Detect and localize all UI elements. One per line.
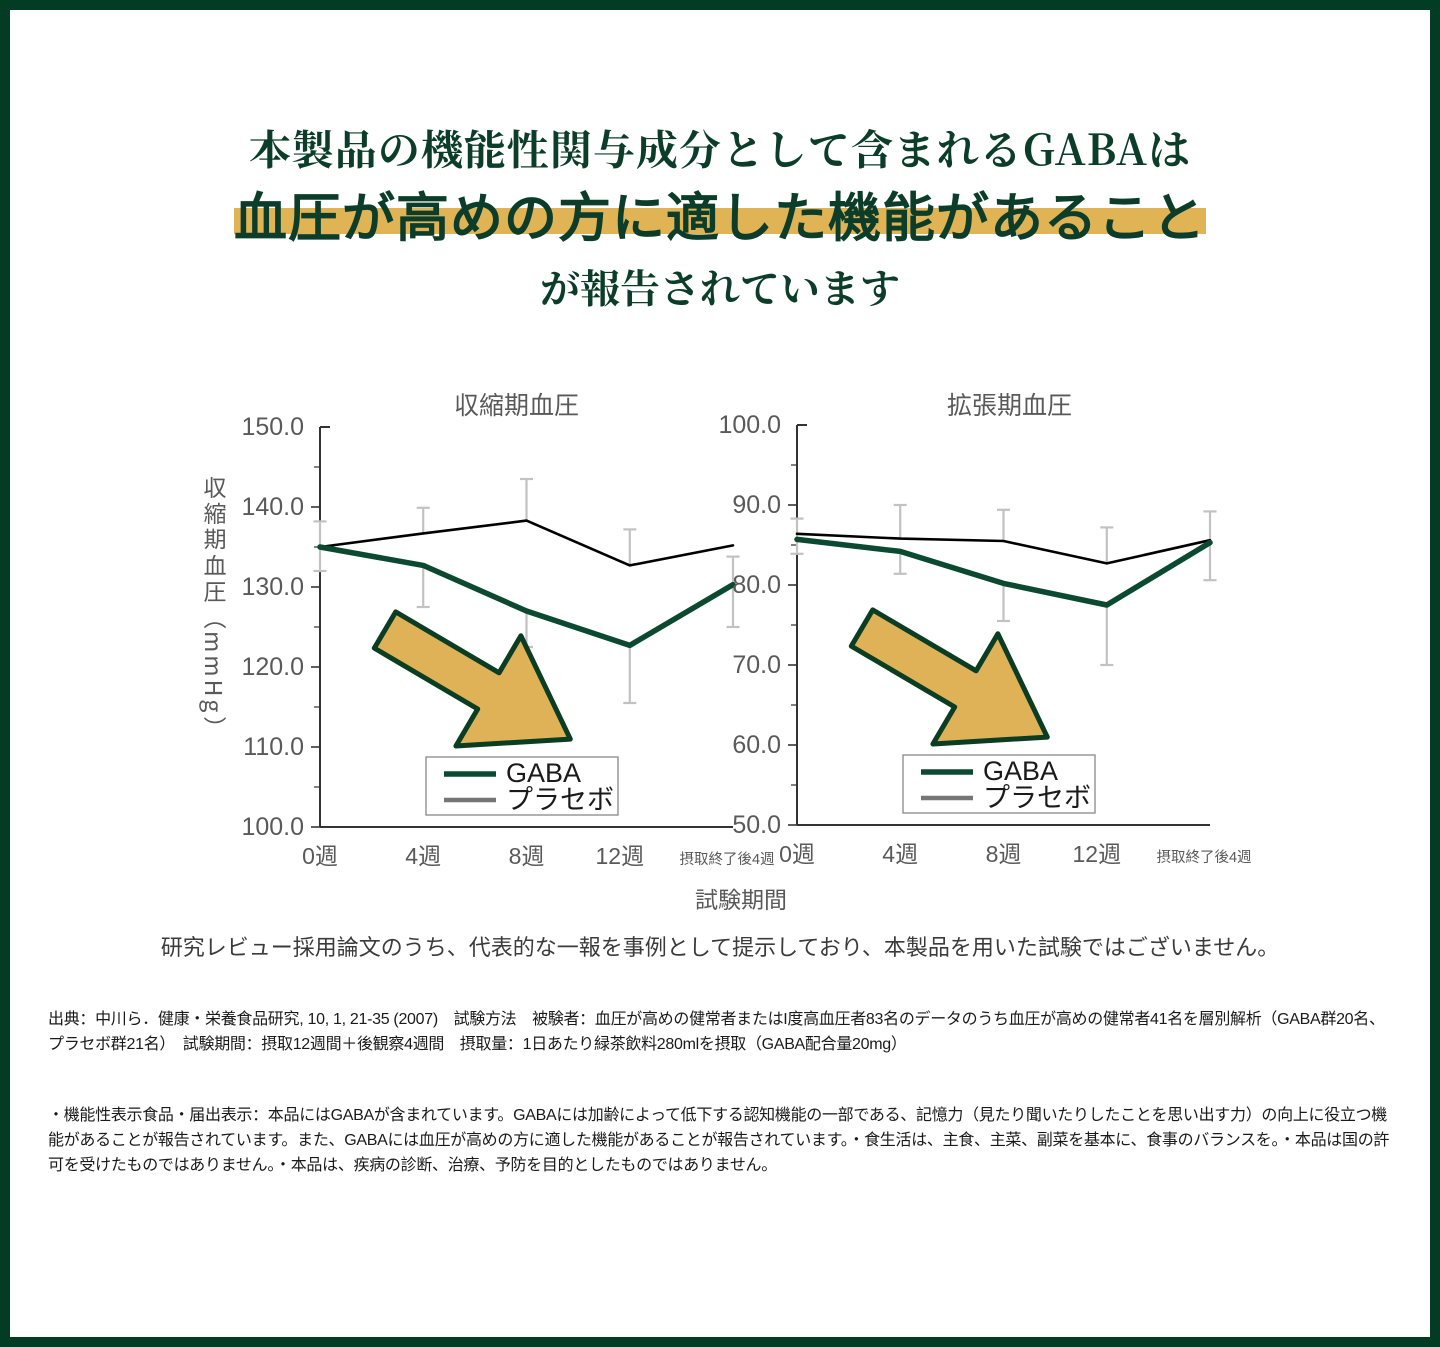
svg-text:150.0: 150.0 <box>241 413 304 441</box>
svg-text:50.0: 50.0 <box>732 811 781 839</box>
svg-text:70.0: 70.0 <box>732 651 781 679</box>
svg-text:80.0: 80.0 <box>732 571 781 599</box>
svg-text:摂取終了後4週: 摂取終了後4週 <box>1156 849 1251 866</box>
svg-text:4週: 4週 <box>405 843 441 869</box>
svg-text:140.0: 140.0 <box>241 493 304 521</box>
svg-text:100.0: 100.0 <box>718 411 781 439</box>
svg-text:GABA: GABA <box>983 756 1058 786</box>
svg-text:摂取終了後4週: 摂取終了後4週 <box>679 851 774 868</box>
svg-text:90.0: 90.0 <box>732 491 781 519</box>
svg-text:130.0: 130.0 <box>241 573 304 601</box>
svg-text:GABA: GABA <box>506 758 581 788</box>
svg-text:12週: 12週 <box>1073 841 1122 867</box>
svg-text:プラセボ: プラセボ <box>983 783 1091 813</box>
svg-text:0週: 0週 <box>779 841 815 867</box>
svg-text:8週: 8週 <box>986 841 1022 867</box>
svg-text:8週: 8週 <box>509 843 545 869</box>
svg-text:12週: 12週 <box>596 843 645 869</box>
svg-text:110.0: 110.0 <box>243 733 304 761</box>
svg-text:0週: 0週 <box>302 843 338 869</box>
svg-text:4週: 4週 <box>882 841 918 867</box>
svg-text:120.0: 120.0 <box>241 653 304 681</box>
svg-text:60.0: 60.0 <box>732 731 781 759</box>
svg-text:プラセボ: プラセボ <box>506 785 614 815</box>
svg-text:100.0: 100.0 <box>241 813 304 841</box>
